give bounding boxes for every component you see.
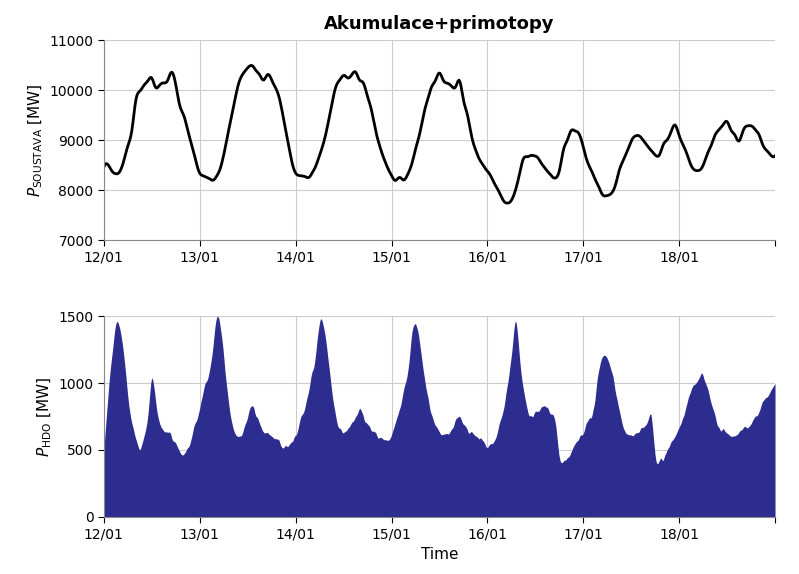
X-axis label: Time: Time bbox=[421, 546, 458, 561]
Title: Akumulace+primotopy: Akumulace+primotopy bbox=[324, 15, 555, 33]
Y-axis label: $P_{\rm SOUSTAVA}$ [MW]: $P_{\rm SOUSTAVA}$ [MW] bbox=[27, 83, 46, 197]
Y-axis label: $P_{\rm HDO}$ [MW]: $P_{\rm HDO}$ [MW] bbox=[36, 377, 54, 456]
